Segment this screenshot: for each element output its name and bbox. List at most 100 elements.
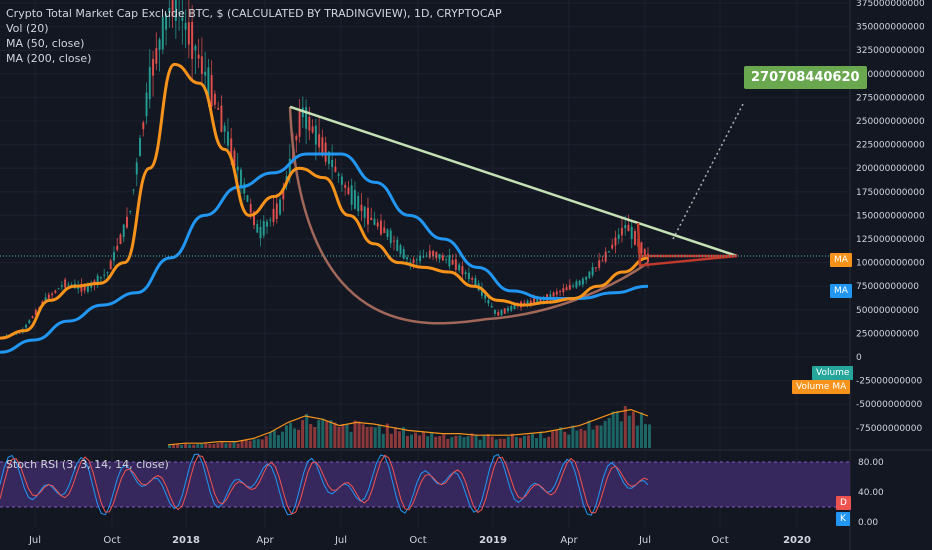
volume-bar [579,428,583,448]
candle-body [152,59,155,76]
legend-ma200: MA (200, close) [6,52,92,65]
volume-bar [571,425,575,448]
volume-bar [547,436,551,448]
candle-body [568,284,571,290]
volume-bar [176,444,180,448]
volume-bar [619,421,623,448]
rsi-y-tick: 40.00 [858,488,884,498]
candle-body [288,158,291,175]
candle-body [513,304,516,310]
candle-body [451,259,454,265]
candle-body [272,208,275,223]
candle-body [148,66,151,100]
y-tick-label: 75000000000 [856,282,919,292]
candle-body [249,204,252,213]
candle-body [366,207,369,225]
candle-body [630,226,633,239]
candle-body [344,184,347,188]
volume-bar [329,420,333,448]
volume-bar [393,427,397,448]
volume-bar [494,439,498,448]
volume-bar [587,420,591,448]
candle-body [28,320,31,323]
volume-bar [575,430,579,448]
volume-bar [377,424,381,448]
x-axis: Jul Oct 2018 Apr Jul Oct 2019 Apr Jul Oct 2020 [28,535,811,546]
volume-bar [510,433,514,448]
volume-bar [264,435,268,448]
candle-body [116,245,119,250]
candle-body [643,249,646,257]
candle-body [158,39,161,50]
candle-body [585,276,588,280]
candle-body [184,22,187,30]
volume-bar [631,411,635,448]
candle-body [412,259,415,264]
candle-body [269,219,272,221]
candle-body [357,196,360,212]
candle-body [578,280,581,286]
candle-body [178,11,181,13]
volume-bar [188,444,192,448]
volume-bar [442,434,446,448]
volume-bar [599,425,603,448]
candle-body [458,264,461,271]
volume-bar [522,435,526,448]
candle-body [373,218,376,225]
candle-body [106,272,109,274]
candle-body [555,291,558,295]
target-callout[interactable]: 270708440620 [744,66,867,89]
volume-bar [615,411,619,448]
target-dotted-line [672,101,745,240]
candle-body [353,189,356,209]
candle-body [441,255,444,261]
volume-bar [168,445,171,448]
candle-body [57,288,60,290]
volume-bar [289,422,293,448]
resistance-trendline [289,105,738,258]
candle-body [99,277,102,279]
volume-bar [212,444,216,448]
candle-body [581,278,584,285]
volume-bar [248,440,252,448]
candle-body [529,300,532,305]
candle-body [591,266,594,276]
candle-body [549,294,552,298]
candle-body [314,125,317,145]
candle-body [54,290,57,293]
candle-body [337,174,340,176]
y-tick-label: 50000000000 [856,306,919,316]
candle-body [132,189,135,191]
x-tick-label: Apr [560,535,578,546]
volume-bar [232,441,236,448]
candle-body [103,274,106,276]
candle-body [204,71,207,76]
candle-body [321,137,324,156]
candle-body [617,234,620,239]
candle-body [233,150,236,167]
candle-body [526,300,529,306]
volume-bar [333,422,337,448]
volume-bar [280,431,284,448]
candle-body [350,185,353,205]
candle-body [334,166,337,172]
volume-bar [361,424,365,448]
volume-bar [184,443,188,448]
candle-body [370,217,373,221]
x-tick-label: Oct [711,535,728,546]
volume-bar [240,439,244,448]
volume-bar [353,420,357,448]
volume-bar [559,427,563,448]
rsi-panel [0,453,850,516]
volume-bar [591,429,595,448]
volume-bar [341,424,345,448]
volume-bar [192,444,196,448]
y-tick-label: 225000000000 [856,141,925,151]
rsi-band [0,462,850,507]
ma-orange-tag: MA [830,253,852,267]
candle-body [633,231,636,245]
volume-bar [365,427,369,448]
candle-body [86,283,89,292]
volume-bar [196,443,200,448]
